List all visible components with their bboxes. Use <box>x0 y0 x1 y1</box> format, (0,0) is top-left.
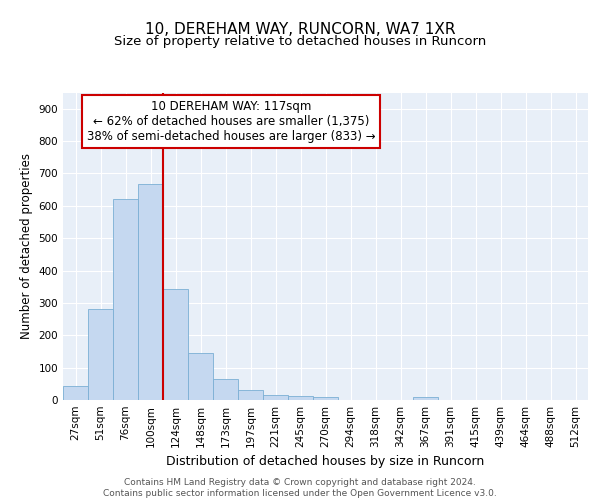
Text: 10 DEREHAM WAY: 117sqm
← 62% of detached houses are smaller (1,375)
38% of semi-: 10 DEREHAM WAY: 117sqm ← 62% of detached… <box>86 100 376 143</box>
Text: Contains HM Land Registry data © Crown copyright and database right 2024.
Contai: Contains HM Land Registry data © Crown c… <box>103 478 497 498</box>
Bar <box>188 353 213 400</box>
Bar <box>238 390 263 400</box>
X-axis label: Distribution of detached houses by size in Runcorn: Distribution of detached houses by size … <box>166 456 485 468</box>
Bar <box>88 310 113 400</box>
Bar <box>163 289 188 400</box>
Bar <box>263 395 288 400</box>
Text: 10, DEREHAM WAY, RUNCORN, WA7 1XR: 10, DEREHAM WAY, RUNCORN, WA7 1XR <box>145 22 455 38</box>
Bar <box>213 379 238 400</box>
Bar <box>288 396 313 400</box>
Bar <box>113 198 138 400</box>
Bar <box>63 386 88 400</box>
Bar <box>413 397 438 400</box>
Text: Size of property relative to detached houses in Runcorn: Size of property relative to detached ho… <box>114 35 486 48</box>
Bar <box>138 184 163 400</box>
Bar <box>313 397 338 400</box>
Y-axis label: Number of detached properties: Number of detached properties <box>20 153 33 339</box>
